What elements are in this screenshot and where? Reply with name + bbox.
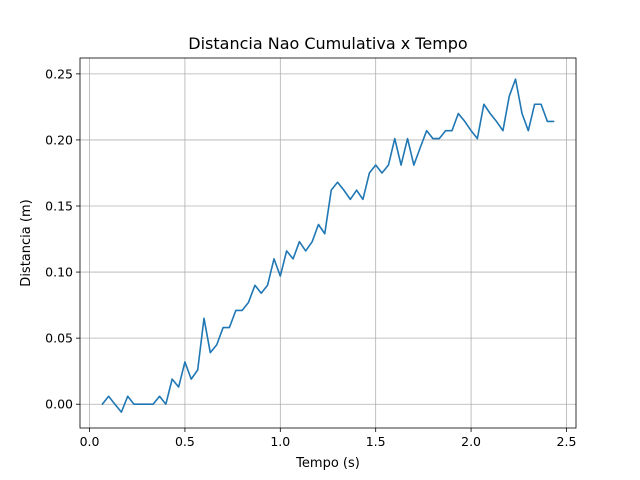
x-tick-label: 0.0 [80,434,100,449]
plot-frame [79,57,577,429]
y-tick-label: 0.05 [45,331,73,346]
y-tick-label: 0.00 [45,397,73,412]
x-tick-label: 2.0 [461,434,481,449]
y-axis-ticks: 0.00 0.05 0.10 0.15 0.20 0.25 [45,66,80,412]
y-tick-label: 0.15 [45,199,73,214]
x-tick-label: 1.5 [366,434,386,449]
x-axis-label: Tempo (s) [295,456,360,471]
grid-lines [80,58,576,428]
y-tick-label: 0.20 [45,132,73,147]
y-tick-label: 0.10 [45,265,73,280]
y-axis-label: Distancia (m) [19,199,34,286]
x-tick-label: 2.5 [557,434,577,449]
y-tick-label: 0.25 [45,66,73,81]
x-axis-ticks: 0.0 0.5 1.0 1.5 2.0 2.5 [80,428,577,449]
x-tick-label: 1.0 [270,434,290,449]
x-tick-label: 0.5 [175,434,195,449]
chart-title: Distancia Nao Cumulativa x Tempo [188,34,467,53]
series-line [101,78,555,413]
series-layer [101,78,555,413]
